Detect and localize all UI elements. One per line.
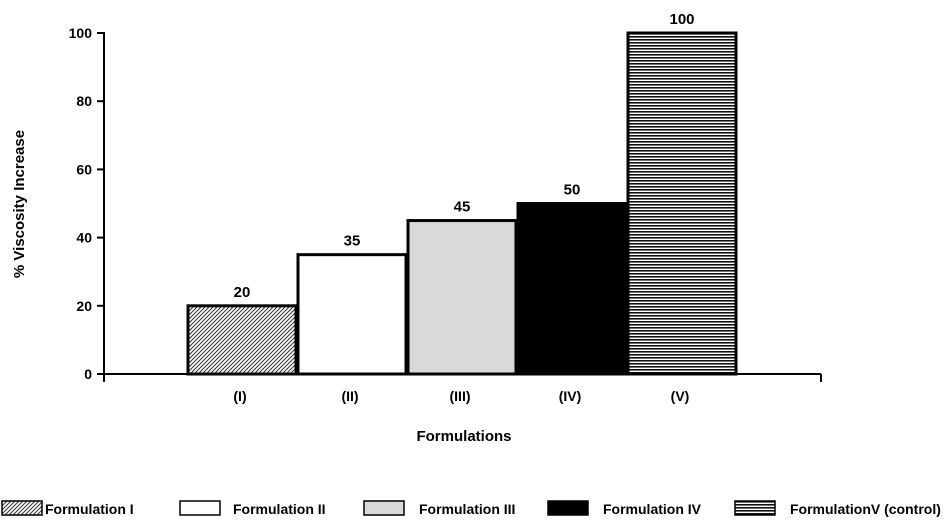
y-tick-label-0: 0 — [84, 366, 92, 382]
bar-2 — [296, 253, 408, 376]
data-label-5: 100 — [669, 11, 694, 28]
plot-area: 20 35 45 50 100 0 20 40 60 80 100 (I) (II) (III) (IV) (… — [11, 11, 822, 445]
legend-label-2: Formulation II — [233, 501, 326, 517]
x-tick-label-2: (II) — [341, 388, 358, 404]
legend: Formulation I Formulation II Formulation I… — [1, 500, 941, 517]
x-tick-label-3: (III) — [450, 388, 471, 404]
y-tick-label-20: 20 — [76, 298, 92, 314]
data-label-1: 20 — [234, 284, 251, 301]
bar-4 — [516, 202, 628, 376]
x-tick-label-4: (IV) — [559, 388, 582, 404]
legend-swatch-3 — [363, 500, 405, 516]
legend-swatch-5 — [734, 500, 776, 516]
x-axis-title: Formulations — [416, 428, 511, 445]
legend-label-5: FormulationV (control) — [790, 501, 941, 517]
x-tick-label-1: (I) — [233, 388, 246, 404]
legend-label-4: Formulation IV — [603, 501, 702, 517]
bar-3 — [406, 219, 518, 376]
y-tick-label-60: 60 — [76, 161, 92, 177]
y-tick-label-100: 100 — [69, 25, 93, 41]
bar-1 — [186, 304, 298, 376]
legend-label-3: Formulation III — [419, 501, 515, 517]
legend-label-1: Formulation I — [45, 501, 134, 517]
legend-swatch-2 — [179, 500, 221, 516]
bar-5 — [626, 31, 738, 376]
y-tick-label-40: 40 — [76, 230, 92, 246]
y-axis-title: % Viscosity Increase — [11, 130, 28, 278]
y-tick-label-80: 80 — [76, 93, 92, 109]
data-label-3: 45 — [454, 199, 471, 216]
legend-swatch-1 — [1, 500, 43, 516]
data-label-2: 35 — [344, 233, 361, 250]
legend-swatch-4 — [547, 500, 589, 516]
data-label-4: 50 — [564, 182, 581, 199]
x-tick-label-5: (V) — [671, 388, 690, 404]
